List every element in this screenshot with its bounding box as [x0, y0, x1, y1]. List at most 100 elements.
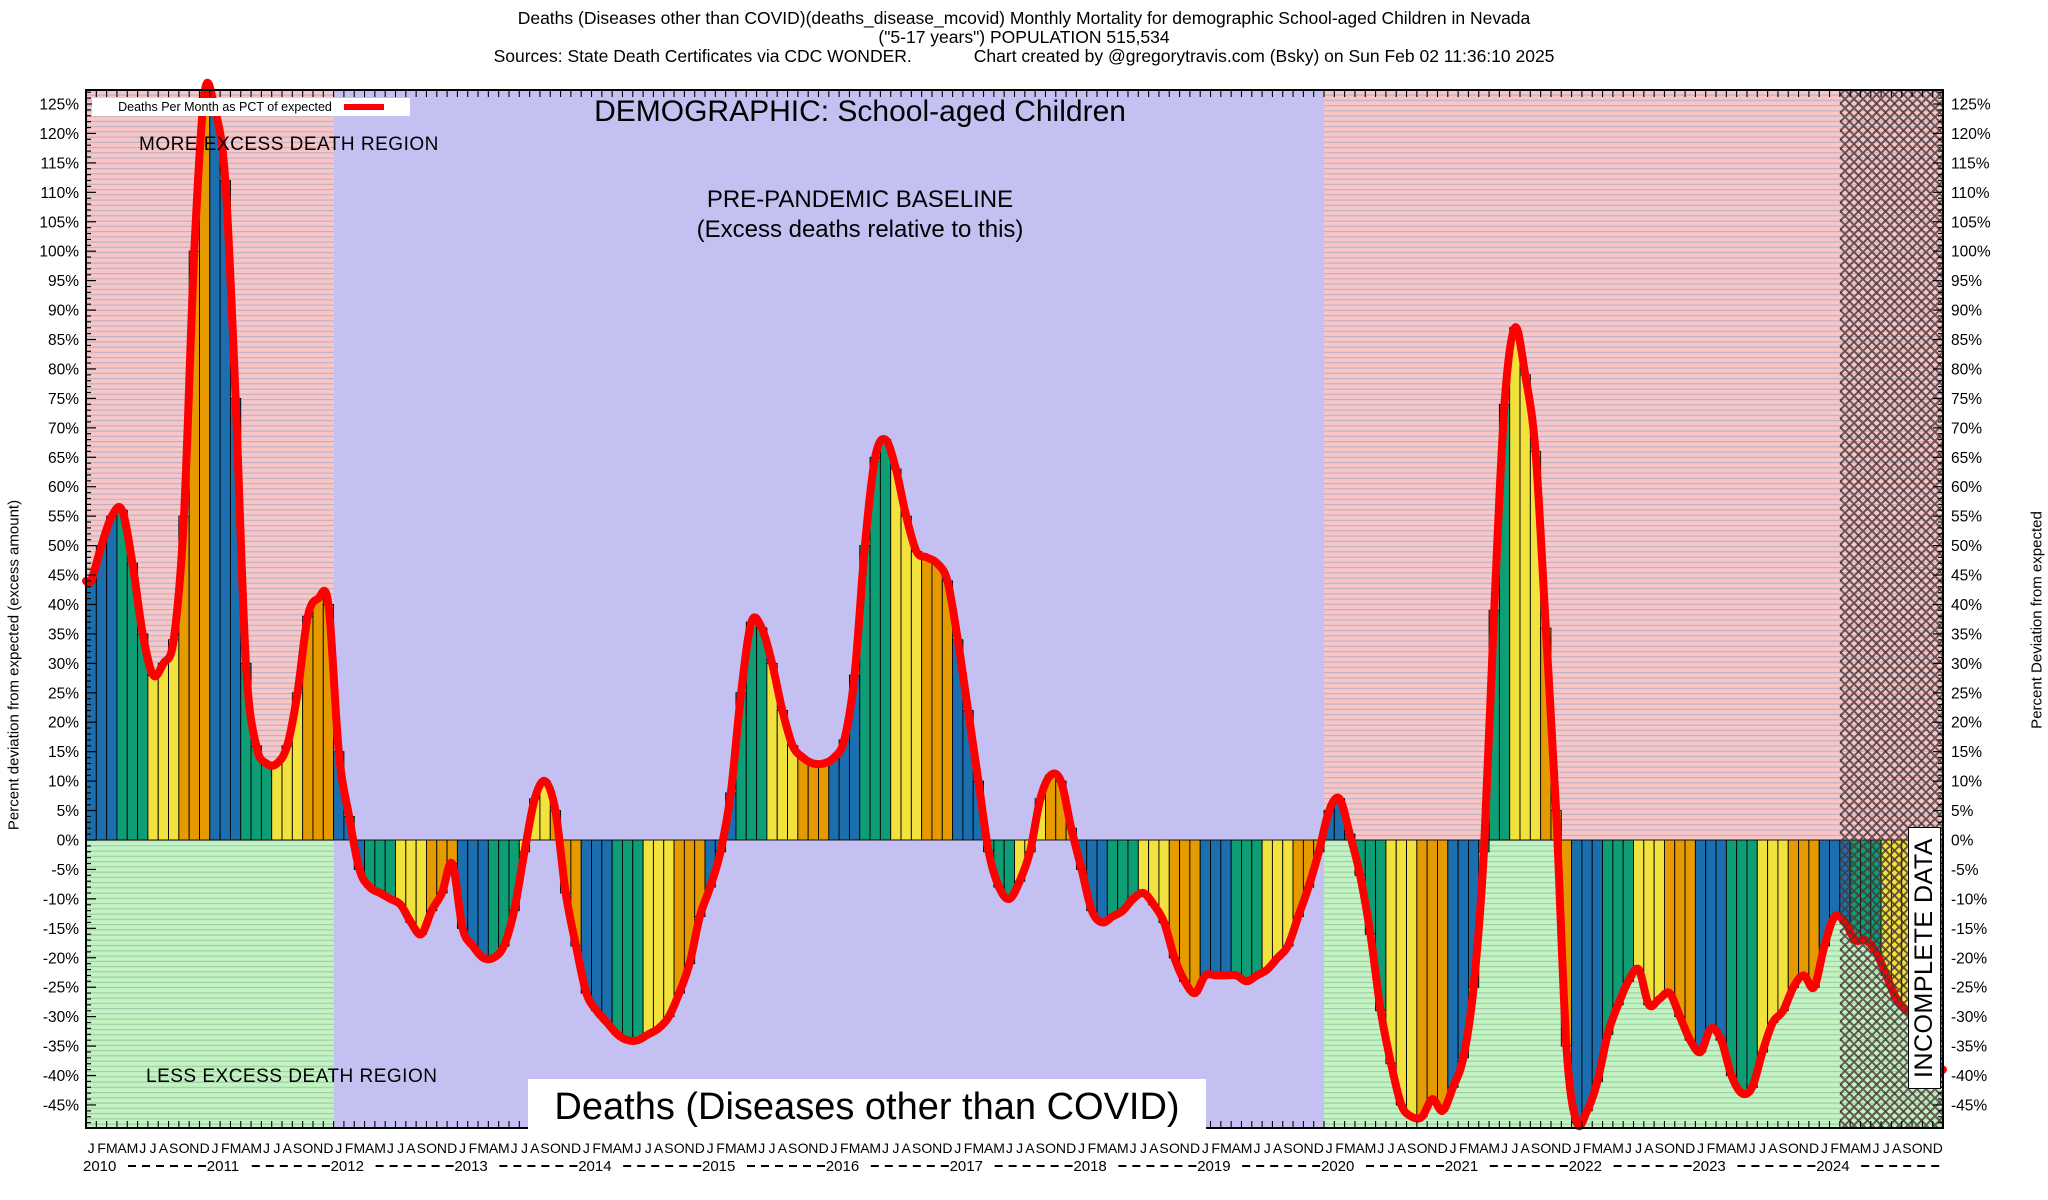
svg-text:-40%: -40% — [43, 1068, 79, 1085]
svg-text:85%: 85% — [1951, 332, 1982, 349]
svg-text:O: O — [1417, 1140, 1428, 1156]
svg-text:N: N — [1922, 1140, 1932, 1156]
legend: Deaths Per Month as PCT of expected — [92, 98, 410, 116]
svg-text:A: A — [1644, 1140, 1654, 1156]
svg-text:F: F — [716, 1140, 725, 1156]
svg-text:J: J — [1821, 1140, 1828, 1156]
svg-text:F: F — [345, 1140, 354, 1156]
svg-text:M: M — [849, 1140, 861, 1156]
svg-text:J: J — [1016, 1140, 1023, 1156]
incomplete-data-label: INCOMPLETE DATA — [1908, 827, 1941, 1089]
svg-text:O: O — [302, 1140, 313, 1156]
svg-text:D: D — [1561, 1140, 1571, 1156]
svg-text:15%: 15% — [1951, 744, 1982, 761]
svg-text:N: N — [1551, 1140, 1561, 1156]
legend-line-swatch — [343, 104, 384, 110]
svg-text:35%: 35% — [1951, 626, 1982, 643]
svg-text:A: A — [1479, 1140, 1489, 1156]
svg-text:5%: 5% — [1951, 803, 1974, 820]
svg-text:55%: 55% — [48, 509, 79, 526]
svg-text:J: J — [1388, 1140, 1395, 1156]
svg-text:-10%: -10% — [1951, 891, 1987, 908]
credit-text: Chart created by @gregorytravis.com (Bsk… — [973, 46, 1555, 66]
svg-text:J: J — [273, 1140, 280, 1156]
svg-text:A: A — [736, 1140, 746, 1156]
svg-text:J: J — [583, 1140, 590, 1156]
more-excess-region-label: MORE EXCESS DEATH REGION — [139, 134, 439, 155]
svg-text:A: A — [1768, 1140, 1778, 1156]
svg-text:F: F — [1211, 1140, 1220, 1156]
svg-text:30%: 30% — [48, 656, 79, 673]
svg-text:M: M — [1344, 1140, 1356, 1156]
svg-text:-5%: -5% — [51, 862, 79, 879]
svg-text:O: O — [1788, 1140, 1799, 1156]
svg-text:80%: 80% — [1951, 361, 1982, 378]
svg-text:-25%: -25% — [43, 980, 79, 997]
svg-text:S: S — [664, 1140, 673, 1156]
legend-label: Deaths Per Month as PCT of expected — [118, 100, 332, 114]
svg-text:N: N — [1799, 1140, 1809, 1156]
svg-text:-15%: -15% — [1951, 921, 1987, 938]
svg-text:N: N — [1180, 1140, 1190, 1156]
svg-text:J: J — [645, 1140, 652, 1156]
svg-text:S: S — [1159, 1140, 1168, 1156]
svg-text:J: J — [397, 1140, 404, 1156]
svg-text:S: S — [1902, 1140, 1911, 1156]
svg-text:F: F — [221, 1140, 230, 1156]
svg-text:M: M — [1468, 1140, 1480, 1156]
svg-text:S: S — [169, 1140, 178, 1156]
svg-text:80%: 80% — [48, 361, 79, 378]
svg-text:90%: 90% — [48, 303, 79, 320]
svg-text:N: N — [1427, 1140, 1437, 1156]
svg-text:30%: 30% — [1951, 656, 1982, 673]
svg-text:2022: 2022 — [1569, 1158, 1602, 1175]
svg-text:45%: 45% — [48, 568, 79, 585]
svg-text:50%: 50% — [1951, 538, 1982, 555]
svg-text:D: D — [200, 1140, 210, 1156]
svg-text:N: N — [1056, 1140, 1066, 1156]
svg-text:A: A — [1232, 1140, 1242, 1156]
svg-text:M: M — [993, 1140, 1005, 1156]
svg-text:95%: 95% — [1951, 273, 1982, 290]
svg-text:2023: 2023 — [1692, 1158, 1725, 1175]
svg-text:D: D — [695, 1140, 705, 1156]
svg-text:M: M — [354, 1140, 366, 1156]
svg-text:2019: 2019 — [1197, 1158, 1230, 1175]
svg-text:J: J — [521, 1140, 528, 1156]
svg-text:15%: 15% — [48, 744, 79, 761]
svg-text:N: N — [561, 1140, 571, 1156]
svg-text:-25%: -25% — [1951, 980, 1987, 997]
svg-text:M: M — [1860, 1140, 1872, 1156]
svg-text:-30%: -30% — [43, 1009, 79, 1026]
svg-text:A: A — [984, 1140, 994, 1156]
svg-text:M: M — [230, 1140, 242, 1156]
svg-text:25%: 25% — [48, 685, 79, 702]
svg-text:-45%: -45% — [1951, 1097, 1987, 1114]
svg-text:J: J — [1573, 1140, 1580, 1156]
svg-text:35%: 35% — [48, 626, 79, 643]
less-excess-region-label: LESS EXCESS DEATH REGION — [146, 1066, 438, 1087]
svg-text:2018: 2018 — [1073, 1158, 1106, 1175]
svg-text:N: N — [1303, 1140, 1313, 1156]
svg-text:J: J — [150, 1140, 157, 1156]
svg-text:J: J — [758, 1140, 765, 1156]
svg-text:2024: 2024 — [1816, 1158, 1849, 1175]
svg-text:J: J — [707, 1140, 714, 1156]
svg-text:M: M — [1736, 1140, 1748, 1156]
svg-text:J: J — [1202, 1140, 1209, 1156]
svg-text:120%: 120% — [1951, 126, 1991, 143]
svg-text:A: A — [530, 1140, 540, 1156]
svg-text:D: D — [819, 1140, 829, 1156]
svg-text:M: M — [1220, 1140, 1232, 1156]
svg-text:M: M — [601, 1140, 613, 1156]
svg-text:105%: 105% — [1951, 214, 1991, 231]
svg-text:A: A — [1397, 1140, 1407, 1156]
svg-text:A: A — [1521, 1140, 1531, 1156]
svg-text:2017: 2017 — [950, 1158, 983, 1175]
svg-text:S: S — [912, 1140, 921, 1156]
svg-text:A: A — [489, 1140, 499, 1156]
svg-text:2012: 2012 — [331, 1158, 364, 1175]
svg-text:-10%: -10% — [43, 891, 79, 908]
svg-text:100%: 100% — [39, 244, 79, 261]
svg-text:M: M — [374, 1140, 386, 1156]
